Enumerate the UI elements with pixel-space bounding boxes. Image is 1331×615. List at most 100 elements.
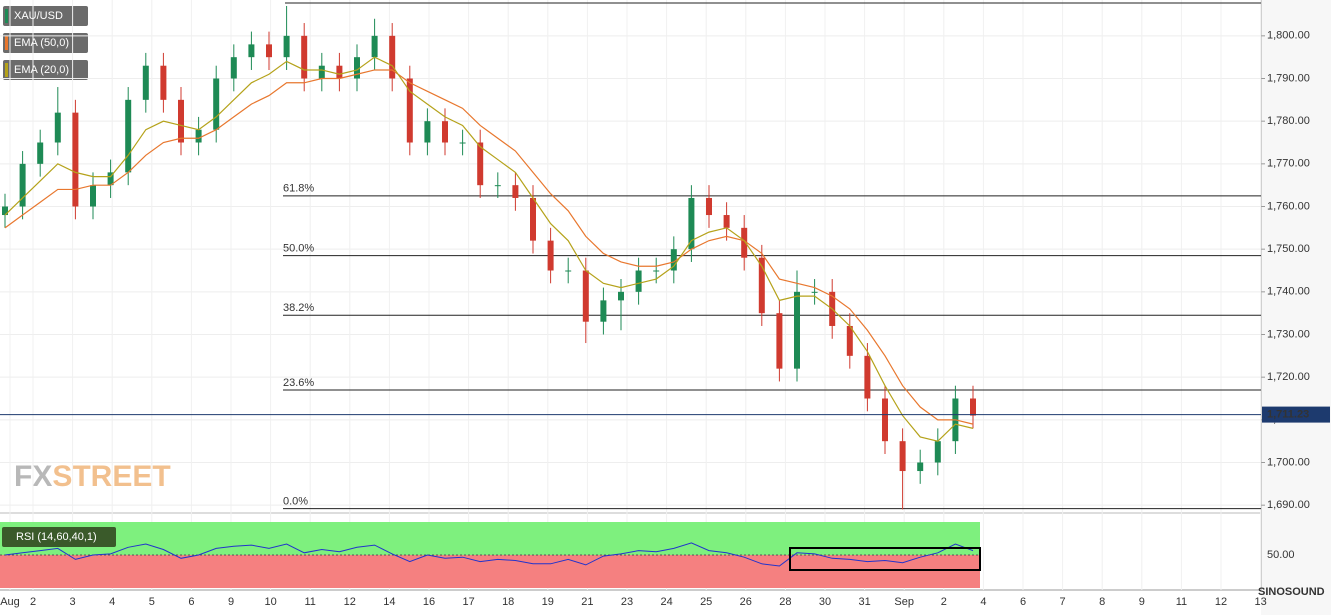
candle-body [336,65,343,79]
y-tick-label: 1,740.00 [1267,286,1310,298]
y-tick-label: 1,730.00 [1267,328,1310,340]
x-tick-label: 2 [941,596,947,608]
y-tick-label: 1,690.00 [1267,499,1310,511]
fib-label: 0.0% [283,495,308,507]
candle-body [107,172,114,186]
legend-box [3,33,88,53]
x-tick-label: 3 [70,596,76,608]
candle-body [970,398,976,416]
legend-label: XAU/USD [14,10,63,22]
legend-swatch [5,9,8,23]
y-tick-label: 1,770.00 [1267,158,1310,170]
last-price-label: 1,711.23 [1267,408,1309,420]
legend-label: EMA (50,0) [14,37,69,49]
x-tick-label: 23 [621,596,633,608]
candle-body [688,197,695,250]
candle-body [582,270,589,322]
x-tick-label: 28 [779,596,791,608]
candle-body [19,163,26,207]
rsi-line [4,542,974,567]
candle-body [706,197,712,216]
candle-body [283,35,290,58]
x-tick-label: Sep [894,596,914,608]
x-tick-label: 19 [542,596,554,608]
candle-body [301,35,308,79]
x-tick-label: 9 [1139,596,1145,608]
candle-body [864,355,871,399]
rsi-legend-bg [2,527,116,547]
candle-body [494,185,501,187]
x-tick-label: 12 [1215,596,1227,608]
rsi-zone-up [0,522,980,555]
x-tick-label: 26 [740,596,752,608]
candle-body [618,291,624,301]
candle-body [758,257,765,314]
fib-label: 50.0% [283,242,314,254]
legend-swatch [5,36,8,50]
candle-body [178,99,184,143]
x-tick-label: 6 [188,596,194,608]
legend-box [3,6,88,26]
candle-body [354,57,360,79]
x-tick-label: 18 [502,596,514,608]
candle-body [899,441,906,472]
candle-body [230,57,237,79]
y-tick-label: 1,800.00 [1267,30,1310,42]
legend-label: EMA (20,0) [14,64,69,76]
ema-line [4,56,974,442]
candle-body [794,291,800,369]
x-tick-label: 10 [264,596,276,608]
candle-body [90,185,96,207]
candle-body [917,462,924,472]
candle-body [160,65,167,100]
candle-body [266,44,272,58]
x-tick-label: 4 [109,596,115,608]
x-tick-label: 12 [344,596,356,608]
candle-body [811,291,818,293]
legend-swatch [5,63,8,77]
legend-box [3,60,88,80]
candle-body [653,270,660,272]
candle-body [248,44,255,58]
candle-body [934,441,941,463]
x-tick-label: 7 [1060,596,1066,608]
x-tick-label: 14 [383,596,395,608]
candle-body [547,240,554,271]
x-tick-label: 31 [858,596,870,608]
candle-body [635,270,642,292]
candle-body [2,206,8,216]
ema-line [4,69,974,425]
candle-body [846,325,853,356]
candle-body [54,112,61,143]
y-tick-label: 1,780.00 [1267,115,1310,127]
candle-body [406,78,413,143]
candle-body [459,142,466,144]
candle-body [477,142,484,186]
x-tick-label: 4 [980,596,986,608]
candle-body [670,249,677,271]
fib-label: 38.2% [283,302,314,314]
x-tick-label: 2 [30,596,36,608]
candle-body [512,185,519,198]
candle-body [600,300,607,322]
x-tick-label: 17 [462,596,474,608]
candle-body [195,129,202,143]
x-tick-label: 16 [423,596,435,608]
price-axis-bg [1261,0,1331,615]
candle-body [142,65,149,100]
rsi-tick-label: 50.00 [1267,549,1295,561]
fib-label: 23.6% [283,377,314,389]
fib-label: 61.8% [283,183,314,195]
x-tick-label: Aug [0,596,20,608]
candle-body [213,78,220,130]
y-tick-label: 1,750.00 [1267,243,1310,255]
x-tick-label: 11 [304,596,315,608]
x-tick-label: 5 [149,596,155,608]
candle-body [723,215,730,228]
x-tick-label: 11 [1176,596,1187,608]
candle-body [424,121,431,143]
candle-body [776,313,783,369]
candle-body [389,35,396,79]
watermark-street: STREET [52,460,170,493]
candle-body [565,270,572,272]
